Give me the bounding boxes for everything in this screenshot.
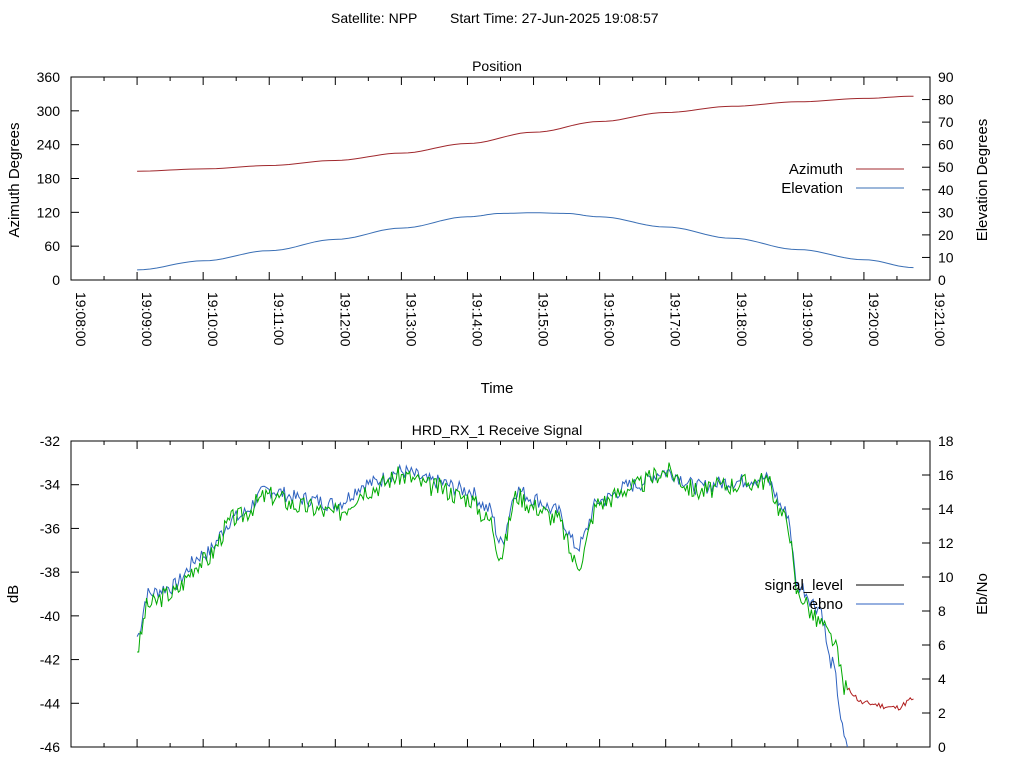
position-x-tick-label: 19:19:00 (800, 292, 816, 347)
signal-y-tick-label: -34 (40, 477, 60, 493)
position-x-tick-label: 19:13:00 (403, 292, 419, 347)
legend-ebno-label: ebno (810, 596, 843, 613)
position-y-tick-label: 180 (37, 171, 61, 187)
position-axes: 0 60 120 180 240 300 360 0 10 20 30 40 50 60 70 80 90 19:… (37, 69, 954, 347)
position-y2-tick-label: 30 (938, 204, 954, 220)
position-y-tick-label: 120 (37, 204, 61, 220)
position-y2-axis-label: Elevation Degrees (974, 119, 991, 242)
signal-y2-tick-label: 12 (938, 535, 954, 551)
signal-title: HRD_RX_1 Receive Signal (412, 422, 582, 438)
signal-y-axis-label: dB (5, 585, 22, 603)
legend-azimuth-label: Azimuth (789, 161, 843, 178)
elevation-line (137, 212, 914, 271)
signal-legend: signal_level ebno (765, 577, 904, 613)
position-title: Position (472, 58, 522, 74)
signal-axes: -32 -34 -36 -38 -40 -42 -44 -46 0 2 4 6 8 10 12 14 16 18 (40, 433, 954, 755)
position-y2-tick-label: 40 (938, 182, 954, 198)
position-x-tick-label: 19:15:00 (536, 292, 552, 347)
position-y2-tick-label: 10 (938, 249, 954, 265)
signal-level-line (137, 462, 848, 695)
position-x-tick-label: 19:16:00 (602, 292, 618, 347)
signal-series (136, 462, 914, 748)
signal-y-tick-label: -36 (40, 520, 60, 536)
legend-signal-level-label: signal_level (765, 577, 843, 594)
position-y-tick-label: 360 (37, 69, 61, 85)
satellite-label: Satellite: NPP (331, 10, 417, 26)
position-legend: Azimuth Elevation (781, 161, 904, 197)
position-x-axis-label: Time (481, 380, 514, 397)
position-x-tick-label: 19:20:00 (866, 292, 882, 347)
signal-y2-tick-label: 6 (938, 637, 946, 653)
legend-elevation-label: Elevation (781, 180, 843, 197)
position-x-tick-label: 19:14:00 (469, 292, 485, 347)
position-y2-tick-label: 90 (938, 69, 954, 85)
position-x-tick-label: 19:08:00 (73, 292, 89, 347)
signal-y-tick-label: -38 (40, 564, 60, 580)
position-x-tick-label: 19:09:00 (139, 292, 155, 347)
position-y2-tick-label: 60 (938, 137, 954, 153)
signal-y2-tick-label: 10 (938, 569, 954, 585)
ebno-line (136, 463, 848, 748)
signal-chart: HRD_RX_1 Receive Signal -32-34-36-38-40-… (5, 422, 991, 755)
position-x-tick-label: 19:12:00 (337, 292, 353, 347)
signal-plot-frame (70, 440, 931, 748)
position-y2-tick-label: 0 (938, 272, 946, 288)
signal-y2-tick-label: 4 (938, 671, 946, 687)
position-y-tick-label: 300 (37, 103, 61, 119)
signal-y-tick-label: -42 (40, 652, 60, 668)
position-y2-tick-label: 50 (938, 159, 954, 175)
position-x-tick-label: 19:11:00 (271, 292, 287, 346)
azimuth-line (137, 95, 914, 172)
signal-y-tick-label: -46 (40, 739, 60, 755)
position-y-tick-label: 60 (44, 238, 60, 254)
start-time-label: Start Time: 27-Jun-2025 19:08:57 (450, 10, 659, 26)
position-x-tick-label: 19:18:00 (734, 292, 750, 347)
signal-y2-tick-label: 14 (938, 501, 954, 517)
position-x-tick-label: 19:21:00 (932, 292, 948, 347)
position-y-tick-label: 240 (37, 137, 61, 153)
signal-y-tick-label: -32 (40, 433, 60, 449)
signal-y2-tick-label: 16 (938, 467, 954, 483)
position-x-tick-label: 19:10:00 (205, 292, 221, 347)
signal-y2-tick-label: 2 (938, 705, 946, 721)
position-y2-tick-label: 70 (938, 114, 954, 130)
signal-y2-tick-label: 0 (938, 739, 946, 755)
position-y2-tick-label: 80 (938, 92, 954, 108)
position-y-tick-label: 0 (52, 272, 60, 288)
position-series (137, 95, 914, 271)
signal-y2-tick-label: 18 (938, 433, 954, 449)
signal-y2-axis-label: Eb/No (974, 573, 991, 615)
position-chart: Position 0 60 120 180 240 300 360 0 10 20 30 40 50 60… (6, 58, 991, 397)
position-y2-tick-label: 20 (938, 227, 954, 243)
position-x-tick-label: 19:17:00 (668, 292, 684, 347)
position-y-axis-label: Azimuth Degrees (6, 122, 23, 237)
signal-level-tail-line (847, 687, 914, 711)
signal-y-tick-label: -44 (40, 695, 60, 711)
signal-y-tick-label: -40 (40, 608, 60, 624)
signal-y2-tick-label: 8 (938, 603, 946, 619)
